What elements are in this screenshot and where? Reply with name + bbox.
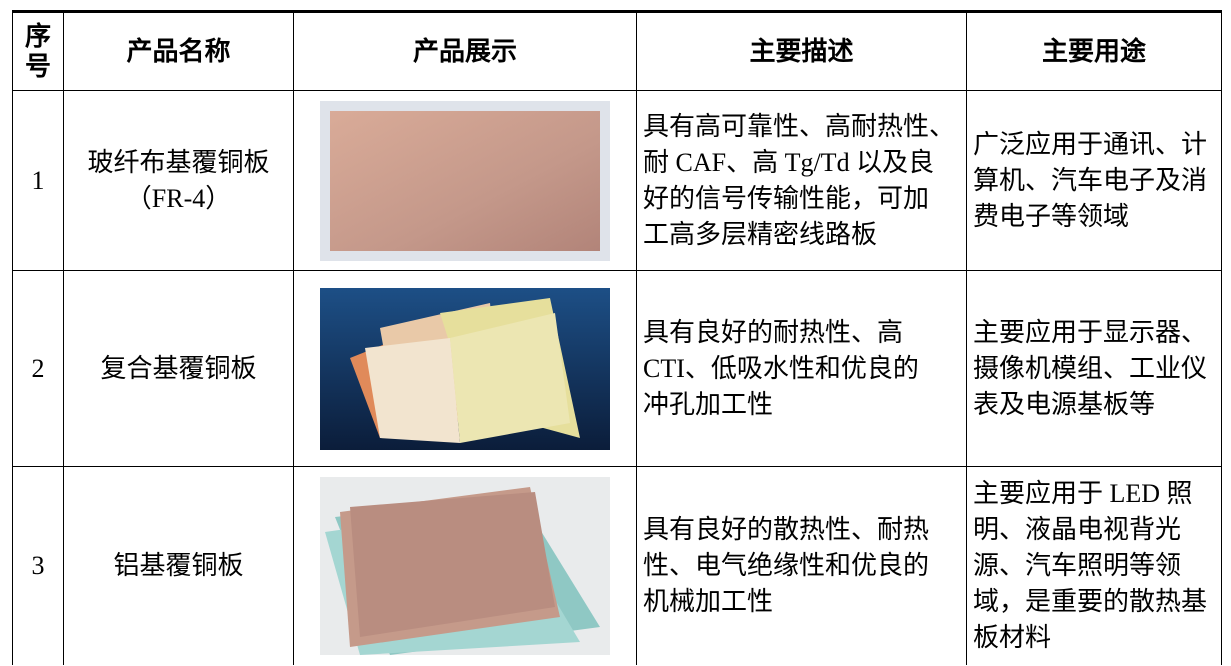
row-number: 3 <box>12 466 64 665</box>
text-line: 具有良好的耐热性、高 <box>643 317 904 347</box>
description: 具有良好的散热性、耐热 性、电气绝缘性和优良的 机械加工性 <box>636 466 967 665</box>
product-name: 玻纤布基覆铜板 （FR-4） <box>63 90 294 271</box>
text-line: 板材料 <box>973 622 1052 652</box>
text-line: 冲孔加工性 <box>643 389 774 419</box>
text-line: 摄像机模组、工业仪 <box>973 353 1208 383</box>
text-line: 复合基覆铜板 <box>100 353 257 383</box>
product-table: 序号 产品名称 产品展示 主要描述 主要用途 1 玻纤布基覆铜板 （FR-4） 具… <box>12 10 1222 665</box>
product-name: 铝基覆铜板 <box>63 466 294 665</box>
text-line: 机械加工性 <box>643 586 774 616</box>
text-line: 费电子等领域 <box>973 201 1130 231</box>
text-line: 具有高可靠性、高耐热性、 <box>643 111 956 141</box>
product-image-cell <box>293 270 637 467</box>
text-line: 具有良好的散热性、耐热 <box>643 514 930 544</box>
text-line: （FR-4） <box>125 183 232 213</box>
header-cell: 主要描述 <box>636 10 967 91</box>
header-cell: 序号 <box>12 10 64 91</box>
row: 3 铝基覆铜板 具有良好的散热性、耐热 性、电气绝缘性和优良的 机械加工性 主要应用… <box>12 466 1222 665</box>
usage: 广泛应用于通讯、计 算机、汽车电子及消 费电子等领域 <box>966 90 1222 271</box>
text-line: 玻纤布基覆铜板 <box>87 147 270 177</box>
usage: 主要应用于 LED 照明、液晶电视背光 源、汽车照明等领 域，是重要的散热基 板材料 <box>966 466 1222 665</box>
text-line: 域，是重要的散热基 <box>973 586 1208 616</box>
text-line: 耐 CAF、高 Tg/Td 以及良 <box>643 147 935 177</box>
product-image-cell <box>293 90 637 271</box>
product-image-cell <box>293 466 637 665</box>
text-line: 明、液晶电视背光 <box>973 514 1182 544</box>
text-line: 主要应用于 LED 照 <box>973 478 1193 508</box>
row: 2 复合基覆铜板 具有良好的耐热性、高 CTI、低吸水性和优良的 冲孔加工性 主要应… <box>12 270 1222 467</box>
text-line: 广泛应用于通讯、计 <box>973 129 1208 159</box>
row-number: 2 <box>12 270 64 467</box>
description: 具有良好的耐热性、高 CTI、低吸水性和优良的 冲孔加工性 <box>636 270 967 467</box>
row: 1 玻纤布基覆铜板 （FR-4） 具有高可靠性、高耐热性、耐 CAF、高 Tg/T… <box>12 90 1222 271</box>
product-image <box>320 476 610 655</box>
usage: 主要应用于显示器、 摄像机模组、工业仪 表及电源基板等 <box>966 270 1222 467</box>
text-line: 性、电气绝缘性和优良的 <box>643 550 930 580</box>
header-row: 序号 产品名称 产品展示 主要描述 主要用途 <box>12 10 1222 91</box>
header-cell: 产品展示 <box>293 10 637 91</box>
text-line: 源、汽车照明等领 <box>973 550 1182 580</box>
text-line: 工高多层精密线路板 <box>643 219 878 249</box>
description: 具有高可靠性、高耐热性、耐 CAF、高 Tg/Td 以及良 好的信号传输性能，可加… <box>636 90 967 271</box>
product-image <box>320 100 610 261</box>
header-cell: 产品名称 <box>63 10 294 91</box>
row-number: 1 <box>12 90 64 271</box>
text-line: CTI、低吸水性和优良的 <box>643 353 919 383</box>
text-line: 好的信号传输性能，可加 <box>643 183 930 213</box>
product-name: 复合基覆铜板 <box>63 270 294 467</box>
text-line: 铝基覆铜板 <box>113 550 244 580</box>
text-line: 主要应用于显示器、 <box>973 317 1208 347</box>
text-line: 算机、汽车电子及消 <box>973 165 1208 195</box>
product-image <box>320 287 610 450</box>
header-cell: 主要用途 <box>966 10 1222 91</box>
text-line: 表及电源基板等 <box>973 389 1156 419</box>
